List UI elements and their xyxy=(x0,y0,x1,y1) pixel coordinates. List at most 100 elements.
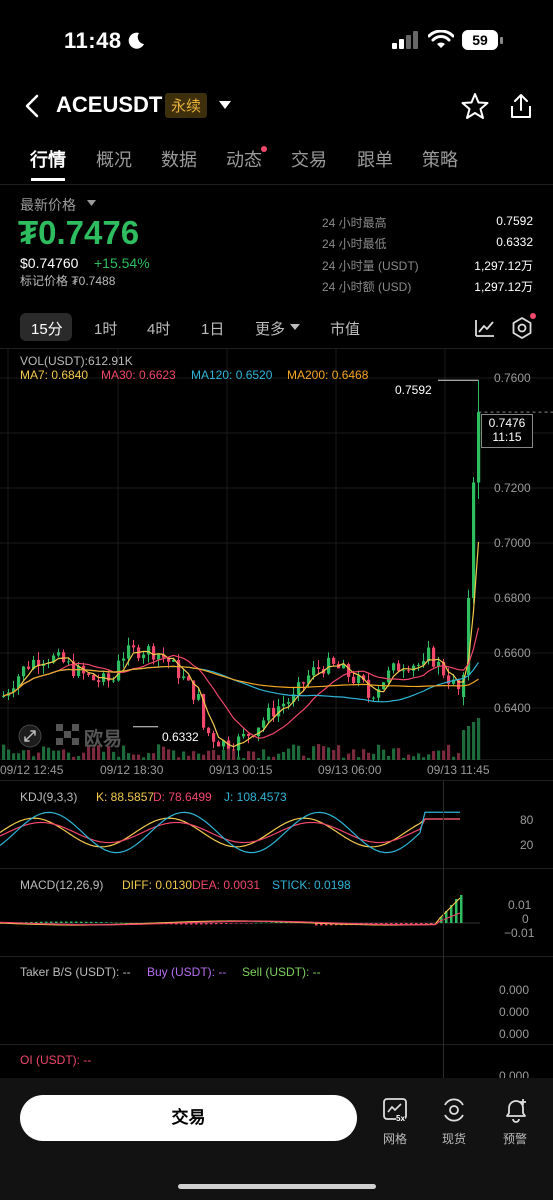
kdj-divider xyxy=(0,780,553,781)
mark-price: 标记价格 ₮0.7488 xyxy=(20,274,116,288)
kdj-k-line xyxy=(0,817,460,848)
macd-histogram-bar xyxy=(90,921,93,923)
macd-histogram-bar xyxy=(115,922,118,924)
candle-body xyxy=(432,647,436,667)
timeframe-more[interactable]: 更多 xyxy=(255,321,286,338)
star-favorite-icon[interactable] xyxy=(461,92,489,120)
volume-bar xyxy=(342,757,346,760)
volume-bar xyxy=(72,756,76,760)
candle-body xyxy=(347,664,351,677)
macd-dea-line xyxy=(0,912,461,926)
volume-bar xyxy=(132,754,136,760)
candle-body xyxy=(412,665,416,671)
macd-histogram-bar xyxy=(280,922,283,923)
candle-body xyxy=(232,749,236,751)
x-tick: 09/13 11:45 xyxy=(427,763,490,777)
x-tick: 09/12 12:45 xyxy=(0,763,64,777)
dropdown-caret-icon[interactable] xyxy=(218,100,232,110)
volume-bar xyxy=(242,757,246,760)
perpetual-badge: 永续 xyxy=(165,93,208,118)
timeframe-15m[interactable]: 15分 xyxy=(31,321,63,338)
battery-level: 59 xyxy=(472,32,488,48)
share-icon[interactable] xyxy=(508,92,534,120)
timeframe-marketcap[interactable]: 市值 xyxy=(330,321,361,338)
volume-bar xyxy=(182,751,186,760)
macd-histogram-bar xyxy=(60,921,63,923)
price-label-caret-icon xyxy=(87,200,96,206)
candle-body xyxy=(362,675,366,680)
candle-body xyxy=(12,688,16,693)
volume-bar xyxy=(207,750,211,760)
candle-body xyxy=(357,675,361,683)
indicator-chart-icon[interactable] xyxy=(474,317,496,339)
moon-icon xyxy=(128,32,144,49)
candle-body xyxy=(452,679,456,684)
volume-bar xyxy=(102,751,106,760)
candle-body xyxy=(447,675,451,684)
tabs-divider xyxy=(0,184,553,185)
volume-bar xyxy=(302,755,306,760)
alert-label[interactable]: 预警 xyxy=(502,1132,527,1146)
tab-copy-trading[interactable]: 跟单 xyxy=(357,150,393,170)
candle-body xyxy=(87,673,91,676)
timeframe-1d[interactable]: 1日 xyxy=(201,321,225,338)
volume-bar xyxy=(117,756,121,760)
candle-body xyxy=(312,667,316,676)
volume-bar xyxy=(222,749,226,760)
grid-label[interactable]: 网格 xyxy=(382,1132,407,1146)
tab-trade[interactable]: 交易 xyxy=(291,150,327,170)
macd-histogram-bar xyxy=(320,923,323,926)
stat-volume-value: 1,297.12万 xyxy=(474,259,533,273)
volume-bar xyxy=(287,748,291,760)
ma120-indicator: MA120: 0.6520 xyxy=(191,368,273,382)
pair-title[interactable]: ACEUSDT xyxy=(56,92,163,117)
candle-body xyxy=(297,682,301,695)
kdj-level-20: 20 xyxy=(520,838,534,852)
trade-button[interactable]: 交易 xyxy=(20,1095,357,1141)
candlestick-chart[interactable] xyxy=(0,349,553,760)
ma30-indicator: MA30: 0.6623 xyxy=(101,368,176,382)
alert-bell-icon[interactable] xyxy=(502,1096,530,1124)
macd-histogram-bar xyxy=(420,923,423,925)
volume-bar xyxy=(272,756,276,760)
okx-logo-icon xyxy=(56,724,79,745)
candle-body xyxy=(302,682,306,684)
price-label[interactable]: 最新价格 xyxy=(20,197,76,213)
candle-countdown: 11:15 xyxy=(492,430,522,444)
volume-bar xyxy=(357,757,361,760)
candle-body xyxy=(92,675,96,681)
grid-badge: 5x xyxy=(396,1114,405,1123)
candle-body xyxy=(187,676,191,681)
macd-histogram-bar xyxy=(460,895,463,923)
back-arrow-icon[interactable] xyxy=(22,93,44,119)
macd-histogram-bar xyxy=(100,922,103,923)
fullscreen-expand-icon[interactable] xyxy=(18,724,42,748)
tab-market[interactable]: 行情 xyxy=(30,150,66,170)
candle-body xyxy=(122,658,126,661)
tab-data[interactable]: 数据 xyxy=(161,150,197,170)
candle-body xyxy=(422,661,426,665)
kdj-j-line xyxy=(0,811,460,854)
candle-body xyxy=(317,667,321,669)
volume-bar xyxy=(57,750,61,760)
tab-feed[interactable]: 动态 xyxy=(226,150,262,170)
timeframe-4h[interactable]: 4时 xyxy=(147,321,171,338)
timeframe-1h[interactable]: 1时 xyxy=(94,321,118,338)
volume-bar xyxy=(437,750,441,760)
candle-body xyxy=(77,665,81,677)
spot-label[interactable]: 现货 xyxy=(441,1132,466,1146)
candle-body xyxy=(132,645,136,648)
candle-body xyxy=(162,654,166,658)
macd-histogram-bar xyxy=(40,921,43,923)
home-indicator xyxy=(178,1184,376,1189)
volume-bar xyxy=(382,749,386,760)
macd-histogram-bar xyxy=(130,923,133,924)
chart-settings-icon[interactable] xyxy=(510,316,534,340)
tab-strategy[interactable]: 策略 xyxy=(422,150,458,170)
volume-bar xyxy=(462,730,466,760)
tab-overview[interactable]: 概况 xyxy=(96,150,132,170)
grid-bot-icon[interactable] xyxy=(382,1097,408,1123)
spot-icon[interactable] xyxy=(441,1097,467,1123)
macd-histogram-bar xyxy=(75,921,78,923)
volume-bar xyxy=(367,752,371,760)
